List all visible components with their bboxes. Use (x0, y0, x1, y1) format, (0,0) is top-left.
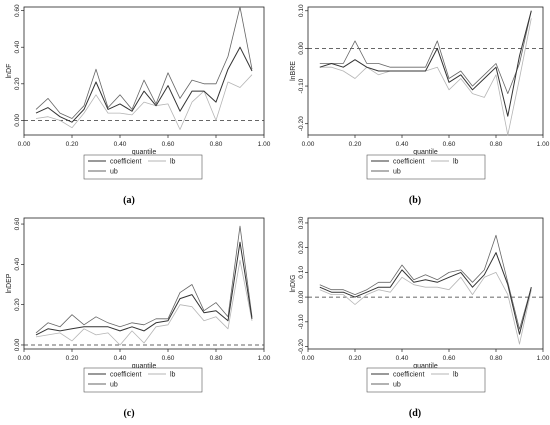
x-tick-label: 0.60 (162, 355, 175, 362)
x-tick-label: 0.00 (18, 355, 31, 362)
legend-box (366, 154, 486, 180)
y-tick-label: 0.60 (14, 4, 21, 17)
x-tick-label: 1.00 (258, 141, 271, 148)
x-tick-label: 0.40 (114, 355, 127, 362)
legend-label-ub: ub (110, 382, 118, 389)
legend-label-lb: lb (170, 159, 176, 166)
x-tick-label: 0.60 (443, 355, 456, 362)
y-tick-label: -0.10 (298, 78, 305, 93)
legend-label-lb: lb (453, 159, 459, 166)
legend-label-ub: ub (393, 169, 401, 176)
legend-label-ub: ub (393, 382, 401, 389)
y-tick-label: 0.20 (14, 77, 21, 90)
x-tick-label: 0.20 (349, 355, 362, 362)
plot-frame (23, 217, 265, 350)
plot-frame (23, 6, 265, 136)
y-tick-label: 0.20 (14, 298, 21, 311)
legend-label-ub: ub (110, 169, 118, 176)
x-tick-label: 1.00 (537, 141, 550, 148)
x-tick-label: 0.40 (396, 355, 409, 362)
panel-label: (a) (123, 195, 135, 206)
x-tick-label: 0.80 (210, 355, 223, 362)
series-line-ub (319, 234, 532, 330)
legend: coefficient lb ub (83, 367, 203, 393)
x-tick-label: 0.20 (66, 355, 79, 362)
y-tick-label: 0.20 (298, 241, 305, 254)
series-line-lb (319, 271, 532, 345)
x-tick-label: 0.20 (349, 141, 362, 148)
y-tick-label: -0.10 (298, 314, 305, 329)
y-tick-label: 0.00 (14, 338, 21, 351)
x-tick-label: 0.80 (490, 141, 503, 148)
y-tick-label: 0.00 (14, 114, 21, 127)
legend-box (83, 154, 203, 180)
x-tick-label: 0.60 (162, 141, 175, 148)
legend-label-lb: lb (453, 372, 459, 379)
chart-panel: 0.00 0.20 0.40 0.60 0.00 0.20 0.40 0.60 0.80 1.00… (6, 4, 271, 206)
panel-label: (c) (123, 408, 134, 419)
chart-panel: 0.00 0.20 0.40 0.60 0.00 0.20 0.40 0.60 0.80 1.00… (6, 217, 271, 419)
y-tick-label: 0.00 (298, 42, 305, 55)
x-axis-label: quantile (132, 363, 157, 370)
legend-label-coefficient: coefficient (110, 159, 141, 166)
y-tick-label: -0.20 (298, 339, 305, 354)
x-tick-label: 0.80 (490, 355, 503, 362)
x-tick-label: 0.00 (302, 141, 315, 148)
y-axis-label: lnDEP (6, 273, 13, 293)
plot-frame (307, 217, 544, 350)
legend: coefficient lb ub (83, 154, 203, 180)
x-tick-label: 1.00 (537, 355, 550, 362)
series-line-coefficient (35, 241, 253, 336)
series-line-lb (35, 259, 253, 346)
y-tick-label: 0.30 (298, 216, 305, 229)
x-axis-label: quantile (132, 149, 157, 156)
chart-panel: -0.20 -0.10 0.00 0.10 0.20 0.30 0.00 0.20 0.40 0.… (290, 216, 550, 419)
legend: coefficient lb ub (366, 367, 486, 393)
y-tick-label: 0.00 (298, 290, 305, 303)
panel-label: (d) (409, 408, 421, 419)
y-axis-label: lnDF (6, 64, 13, 79)
legend: coefficient lb ub (366, 154, 486, 180)
panel-label: (b) (409, 195, 421, 206)
series-line-ub (35, 6, 253, 119)
series-line-lb (35, 74, 253, 130)
legend-label-coefficient: coefficient (110, 372, 141, 379)
legend-box (366, 367, 486, 393)
x-axis-label: quantile (413, 149, 438, 156)
x-tick-label: 0.60 (443, 141, 456, 148)
series-line-coefficient (35, 46, 253, 123)
x-tick-label: 0.40 (114, 141, 127, 148)
y-tick-label: -0.20 (298, 116, 305, 131)
legend-label-coefficient: coefficient (393, 372, 424, 379)
y-tick-label: 0.60 (14, 217, 21, 230)
y-axis-label: lnDIG (290, 275, 297, 293)
legend-box (83, 367, 203, 393)
x-axis-label: quantile (413, 363, 438, 370)
chart-panel: -0.20 -0.10 0.00 0.10 0.00 0.20 0.40 0.60 0.80 1.… (290, 4, 550, 206)
y-axis-label: lnBRE (290, 61, 297, 81)
legend-label-lb: lb (170, 372, 176, 379)
x-tick-label: 0.00 (18, 141, 31, 148)
x-tick-label: 0.40 (396, 141, 409, 148)
y-tick-label: 0.10 (298, 4, 305, 17)
series-line-ub (319, 10, 532, 94)
y-tick-label: 0.40 (14, 41, 21, 54)
x-tick-label: 0.80 (210, 141, 223, 148)
series-line-coefficient (319, 10, 532, 117)
y-tick-label: 0.10 (298, 266, 305, 279)
y-tick-label: 0.40 (14, 258, 21, 271)
series-line-coefficient (319, 252, 532, 335)
x-tick-label: 0.00 (302, 355, 315, 362)
series-line-ub (35, 225, 253, 334)
x-tick-label: 1.00 (258, 355, 271, 362)
legend-label-coefficient: coefficient (393, 159, 424, 166)
x-tick-label: 0.20 (66, 141, 79, 148)
